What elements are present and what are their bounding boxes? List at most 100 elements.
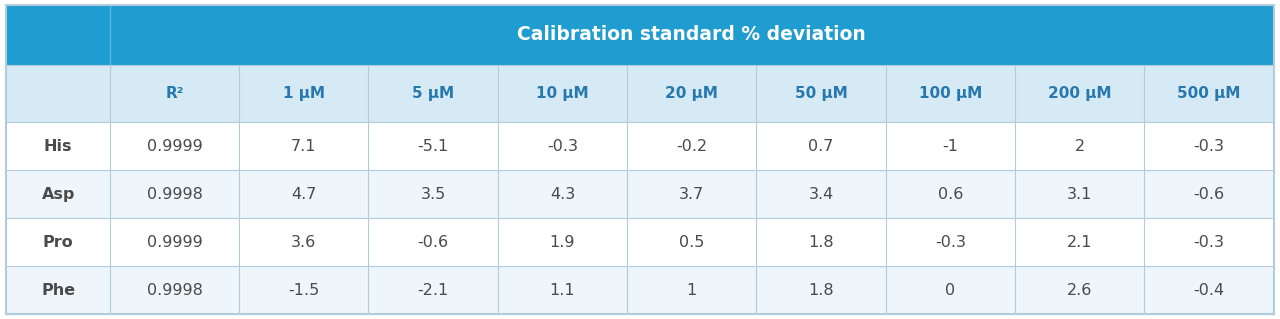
Text: Pro: Pro	[42, 235, 73, 250]
Text: 20 μM: 20 μM	[666, 86, 718, 101]
Bar	[627, 170, 756, 218]
Text: -0.3: -0.3	[1193, 139, 1225, 154]
Text: -0.3: -0.3	[1193, 235, 1225, 250]
Text: 0.6: 0.6	[938, 187, 963, 202]
Text: Asp: Asp	[41, 187, 74, 202]
Bar	[110, 122, 239, 170]
Bar	[6, 266, 110, 314]
Bar	[886, 266, 1015, 314]
Bar	[886, 122, 1015, 170]
Bar	[1144, 266, 1274, 314]
Text: -0.3: -0.3	[547, 139, 577, 154]
Bar	[1144, 122, 1274, 170]
Bar	[886, 218, 1015, 266]
Text: -1: -1	[942, 139, 959, 154]
Text: 0.9999: 0.9999	[147, 139, 202, 154]
Bar	[756, 218, 886, 266]
Text: 4.7: 4.7	[291, 187, 316, 202]
Bar	[6, 122, 110, 170]
Bar	[756, 170, 886, 218]
Bar	[6, 170, 110, 218]
Text: R²: R²	[165, 86, 184, 101]
Text: 3.7: 3.7	[680, 187, 704, 202]
Text: Calibration standard % deviation: Calibration standard % deviation	[517, 26, 867, 44]
Bar	[369, 218, 498, 266]
Text: 4.3: 4.3	[550, 187, 575, 202]
Text: 5 μM: 5 μM	[412, 86, 454, 101]
Bar	[369, 170, 498, 218]
Bar	[6, 218, 110, 266]
Text: 10 μM: 10 μM	[536, 86, 589, 101]
Bar	[1144, 218, 1274, 266]
Text: 0: 0	[945, 283, 955, 298]
Text: 0.9998: 0.9998	[147, 283, 202, 298]
Text: 0.9999: 0.9999	[147, 235, 202, 250]
Bar	[110, 266, 239, 314]
Bar	[756, 122, 886, 170]
Text: 200 μM: 200 μM	[1048, 86, 1111, 101]
Bar	[369, 65, 498, 122]
Bar	[1015, 65, 1144, 122]
Text: -0.4: -0.4	[1193, 283, 1225, 298]
Bar	[627, 122, 756, 170]
Bar	[110, 218, 239, 266]
Bar	[498, 218, 627, 266]
Bar	[886, 170, 1015, 218]
Text: -0.3: -0.3	[934, 235, 966, 250]
Bar	[627, 65, 756, 122]
Text: 7.1: 7.1	[291, 139, 316, 154]
Bar	[1015, 266, 1144, 314]
Text: -0.6: -0.6	[1193, 187, 1225, 202]
Bar	[239, 122, 369, 170]
Bar	[110, 5, 1274, 65]
Text: -5.1: -5.1	[417, 139, 449, 154]
Text: 500 μM: 500 μM	[1178, 86, 1240, 101]
Text: 100 μM: 100 μM	[919, 86, 982, 101]
Text: 0.7: 0.7	[809, 139, 833, 154]
Text: 3.5: 3.5	[421, 187, 445, 202]
Bar	[1144, 170, 1274, 218]
Text: 0.5: 0.5	[678, 235, 704, 250]
Bar	[498, 266, 627, 314]
Bar	[627, 218, 756, 266]
Bar	[627, 266, 756, 314]
Text: 3.1: 3.1	[1068, 187, 1092, 202]
Bar	[886, 65, 1015, 122]
Bar	[239, 218, 369, 266]
Text: 2: 2	[1075, 139, 1084, 154]
Text: 1 μM: 1 μM	[283, 86, 325, 101]
Bar	[6, 5, 110, 65]
Bar	[756, 65, 886, 122]
Bar	[239, 170, 369, 218]
Text: 3.4: 3.4	[809, 187, 833, 202]
Text: 0.9998: 0.9998	[147, 187, 202, 202]
Text: -2.1: -2.1	[417, 283, 449, 298]
Text: 2.6: 2.6	[1068, 283, 1092, 298]
Bar	[110, 170, 239, 218]
Bar	[6, 65, 110, 122]
Text: 3.6: 3.6	[291, 235, 316, 250]
Text: 1.8: 1.8	[808, 283, 833, 298]
Bar	[756, 266, 886, 314]
Text: 1.9: 1.9	[549, 235, 575, 250]
Bar	[1144, 65, 1274, 122]
Text: 2.1: 2.1	[1068, 235, 1092, 250]
Bar	[110, 65, 239, 122]
Bar	[239, 65, 369, 122]
Bar	[498, 170, 627, 218]
Bar	[369, 122, 498, 170]
Bar	[369, 266, 498, 314]
Bar	[239, 266, 369, 314]
Text: 1: 1	[686, 283, 696, 298]
Text: Phe: Phe	[41, 283, 76, 298]
Text: 1.1: 1.1	[549, 283, 575, 298]
Text: 50 μM: 50 μM	[795, 86, 847, 101]
Bar	[498, 65, 627, 122]
Text: -0.2: -0.2	[676, 139, 708, 154]
Text: -1.5: -1.5	[288, 283, 320, 298]
Bar	[1015, 170, 1144, 218]
Bar	[498, 122, 627, 170]
Text: His: His	[44, 139, 73, 154]
Bar	[1015, 122, 1144, 170]
Bar	[1015, 218, 1144, 266]
